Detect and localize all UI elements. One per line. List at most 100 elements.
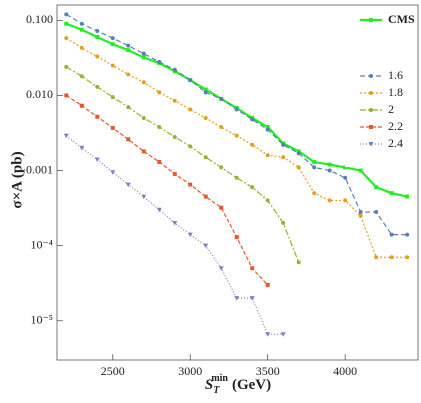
point [126,105,131,110]
x-label-unit: (GeV) [232,377,271,393]
point [389,232,394,237]
point [265,124,270,129]
point [358,168,363,173]
point [234,107,239,112]
point [219,124,224,129]
x-label-sub: T [213,385,220,396]
legend-label: 2.4 [388,136,403,150]
point [249,296,255,301]
point [79,74,84,79]
point [203,87,208,92]
point [157,159,162,164]
point [64,64,69,69]
y-tick-label: 10⁻⁵ [30,312,53,326]
point [125,182,131,188]
point [110,63,115,68]
point [141,149,146,154]
point [95,29,100,34]
legend-marker [368,142,374,147]
plot-frame [56,4,419,361]
point [203,90,208,95]
point [327,198,332,203]
point [203,155,208,160]
point [126,43,131,48]
y-tick-label: 0.100 [26,12,53,26]
point [95,34,100,39]
point [234,133,239,138]
point [250,117,255,122]
point [358,210,363,215]
point [203,194,208,199]
plot-area [63,12,410,337]
point [79,145,85,151]
point [250,142,255,147]
legend-marker [369,108,373,112]
point [79,27,84,32]
point [234,296,240,301]
x-label-symbol: S [205,377,213,393]
point [188,182,193,187]
x-tick-label: 3500 [256,364,280,378]
point [343,198,348,203]
point [172,98,177,103]
point [265,282,270,287]
point [95,114,100,119]
series-line [65,135,284,335]
point [265,198,270,203]
point [79,21,84,26]
legend-marker [369,91,373,95]
point [250,266,255,271]
point [203,116,208,121]
point [126,137,131,142]
legend-label: 1.8 [388,85,403,99]
point [389,191,394,196]
point [203,243,209,249]
point [110,95,115,100]
point [172,134,177,139]
series-line [65,66,300,263]
x-tick-label: 4000 [333,364,357,378]
point [343,175,348,180]
point [265,127,270,132]
point [157,90,162,95]
point [358,213,363,218]
point [343,165,348,170]
point [265,332,271,337]
point [327,162,332,167]
point [296,151,301,156]
x-axis-label: STmin (GeV) [205,373,271,396]
point [172,221,178,226]
point [63,133,69,139]
point [95,54,100,59]
point [280,332,286,337]
point [157,124,162,129]
point [64,21,69,26]
point [141,194,147,200]
point [141,51,146,56]
y-tick-label: 0.001 [26,162,53,176]
x-tick-label: 2500 [101,364,125,378]
point [126,72,131,77]
y-tick-label: 10⁻⁴ [30,237,53,251]
point [250,185,255,190]
point [94,157,100,163]
point [374,210,379,215]
point [312,191,317,196]
point [218,266,224,271]
point [219,165,224,170]
point [156,207,162,213]
point [281,142,286,147]
point [219,96,224,101]
point [405,232,410,237]
legend-label: 2 [388,102,394,116]
point [234,175,239,180]
point [79,103,84,108]
point [281,155,286,160]
point [64,12,69,17]
legend-marker [369,18,373,22]
point [110,42,115,47]
point [64,36,69,41]
point [374,185,379,190]
point [157,59,162,64]
